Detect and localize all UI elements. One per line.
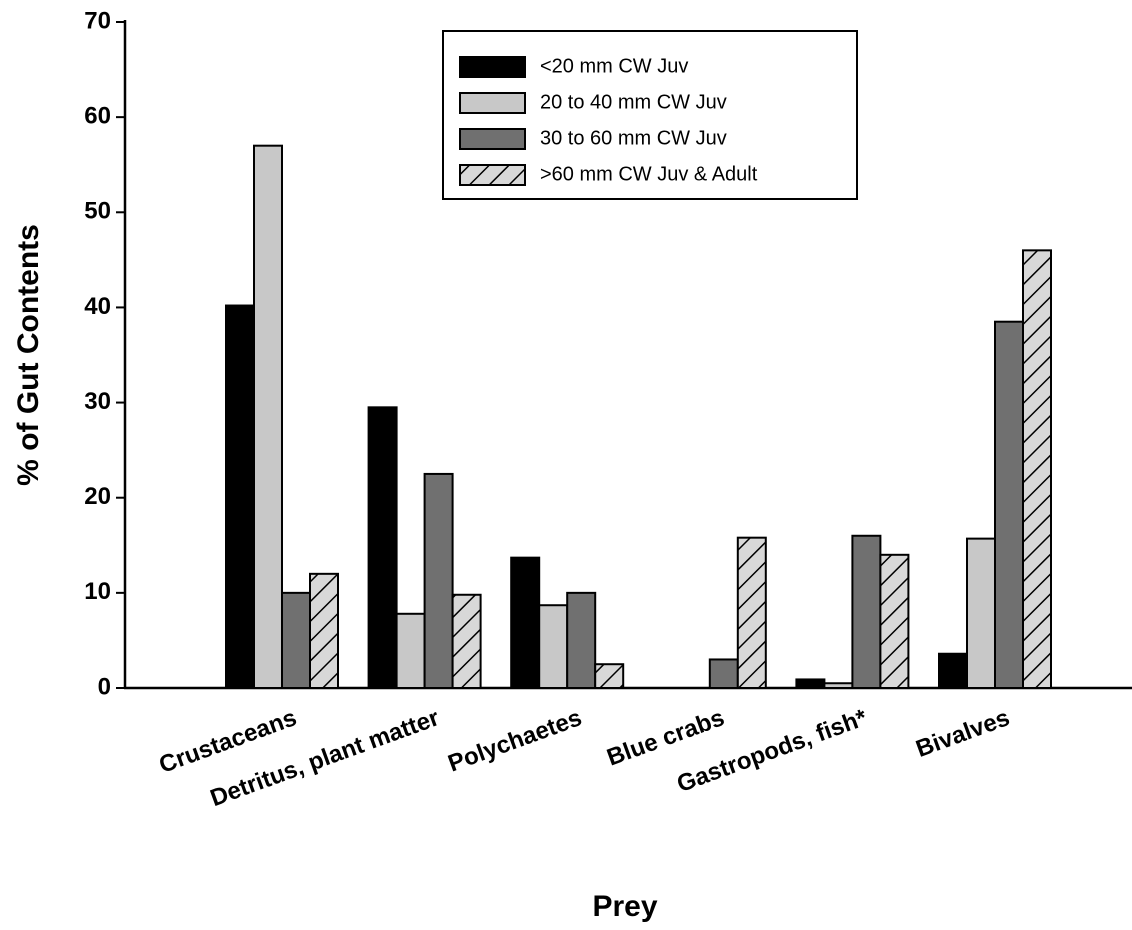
bar [823,682,854,690]
bar [281,591,311,689]
y-tick-label: 60 [84,102,111,129]
bar [451,593,482,690]
y-tick-label: 40 [84,293,111,320]
legend-swatch [459,128,526,150]
x-tick-label: Detritus, plant matter [207,704,443,812]
legend-swatch [459,92,526,114]
y-tick-label: 70 [84,7,111,34]
y-tick-label: 30 [84,388,111,415]
legend-label: 30 to 60 mm CW Juv [540,127,727,149]
y-tick-label: 10 [84,578,111,605]
bar [510,556,541,690]
legend: <20 mm CW Juv 20 to 40 mm CW Juv 30 to 60 … [442,30,858,200]
bar [395,612,426,689]
bar [538,604,569,689]
bar [225,304,255,689]
bar [367,406,398,689]
y-tick-label: 50 [84,198,111,225]
bar [994,320,1024,689]
bar [309,572,339,689]
bar [795,678,826,689]
bar [423,472,454,689]
bar [253,144,283,689]
bar [708,658,739,690]
bar [594,663,625,690]
legend-label: <20 mm CW Juv [540,55,688,77]
legend-label: >60 mm CW Juv & Adult [540,163,758,185]
bar [966,537,996,690]
x-tick-label: Polychaetes [445,704,586,777]
bar [938,652,968,690]
bar [566,591,597,689]
legend-swatch [459,164,526,186]
bar [1022,249,1052,689]
bar [736,536,767,689]
y-axis-label: % of Gut Contents [12,224,45,486]
y-tick-label: 20 [84,483,111,510]
bar [851,534,882,689]
legend-label: 20 to 40 mm CW Juv [540,91,727,113]
x-axis-label: Prey [592,890,657,923]
bar [879,553,910,689]
y-tick-label: 0 [98,673,111,700]
x-tick-label: Bivalves [912,704,1013,763]
legend-swatch [459,56,526,78]
